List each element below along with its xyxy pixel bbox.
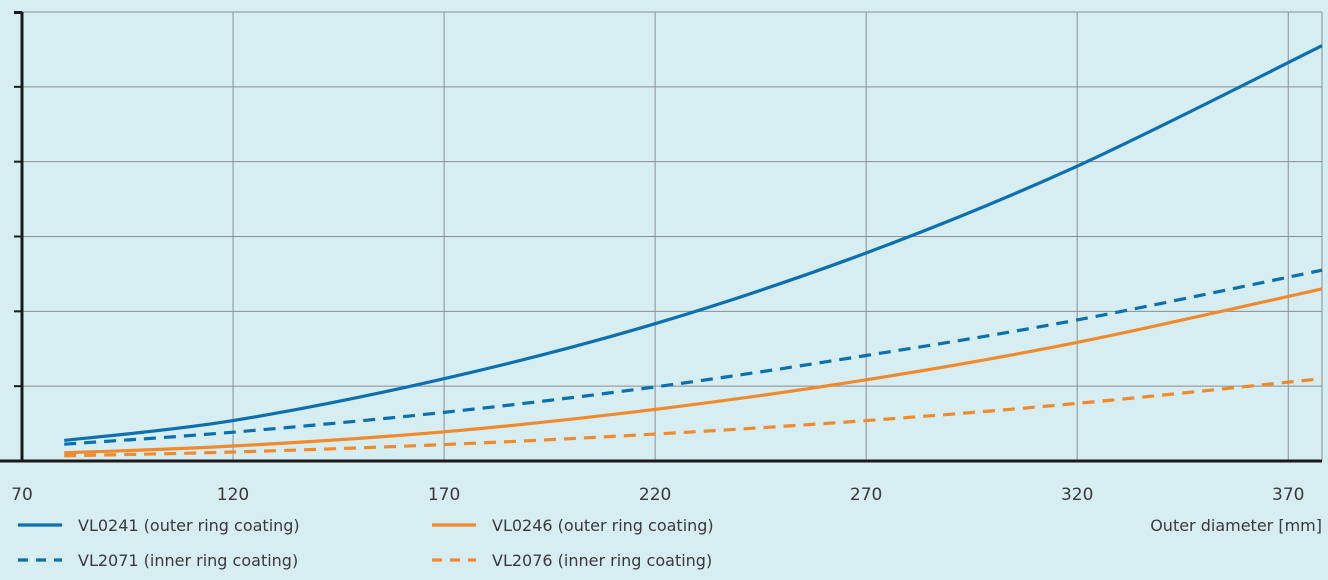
x-axis-label: Outer diameter [mm]	[1150, 516, 1322, 535]
x-tick-labels: 70 120 170 220 270 320 370	[11, 485, 1304, 505]
legend-label: VL2076 (inner ring coating)	[492, 551, 712, 570]
series-line-0	[64, 44, 1323, 443]
grid	[22, 11, 1323, 461]
x-tick-label: 170	[428, 485, 460, 505]
x-tick-label: 220	[639, 485, 671, 505]
legend: VL0241 (outer ring coating) VL2071 (inner…	[18, 516, 714, 570]
legend-label: VL2071 (inner ring coating)	[78, 551, 298, 570]
x-tick-label: 270	[850, 485, 882, 505]
legend-label: VL0241 (outer ring coating)	[78, 516, 300, 535]
series-line-1	[64, 268, 1323, 446]
legend-label: VL0246 (outer ring coating)	[492, 516, 714, 535]
x-tick-label: 120	[217, 485, 249, 505]
series-line-2	[64, 287, 1323, 455]
x-tick-label: 70	[11, 485, 33, 505]
x-tick-label: 370	[1272, 485, 1304, 505]
x-tick-label: 320	[1061, 485, 1093, 505]
axes	[0, 11, 1322, 463]
series-lines	[64, 44, 1323, 458]
